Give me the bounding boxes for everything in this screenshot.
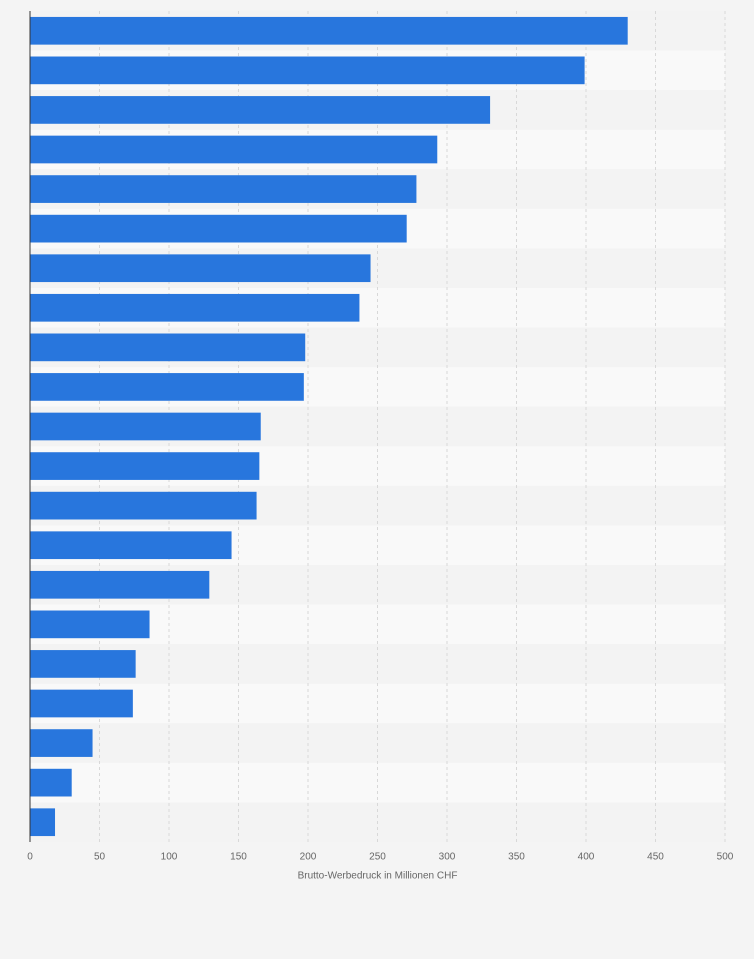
x-tick-label: 350 (508, 852, 525, 863)
x-tick-label: 400 (578, 852, 595, 863)
bar (30, 531, 232, 560)
bar (30, 768, 72, 797)
bar (30, 254, 371, 283)
bar (30, 412, 261, 441)
x-tick-label: 50 (94, 852, 106, 863)
x-tick-label: 450 (647, 852, 664, 863)
bar (30, 56, 585, 85)
bar (30, 689, 133, 718)
x-tick-label: 200 (300, 852, 317, 863)
bar (30, 570, 210, 599)
bar (30, 452, 260, 480)
bar (30, 175, 417, 203)
bar (30, 214, 407, 243)
bar (30, 650, 136, 678)
x-tick-label: 0 (27, 852, 33, 863)
bar (30, 135, 438, 164)
x-tick-label: 500 (717, 852, 734, 863)
bar (30, 373, 304, 401)
x-tick-label: 250 (369, 852, 386, 863)
x-axis-title: Brutto-Werbedruck in Millionen CHF (298, 871, 458, 882)
bar (30, 491, 257, 520)
bar (30, 16, 628, 45)
bar (30, 293, 360, 322)
bar (30, 729, 93, 757)
bar (30, 610, 150, 639)
bar (30, 808, 56, 837)
bar (30, 96, 491, 124)
x-tick-label: 300 (439, 852, 456, 863)
x-tick-label: 100 (161, 852, 178, 863)
bar (30, 333, 306, 362)
x-tick-label: 150 (230, 852, 247, 863)
